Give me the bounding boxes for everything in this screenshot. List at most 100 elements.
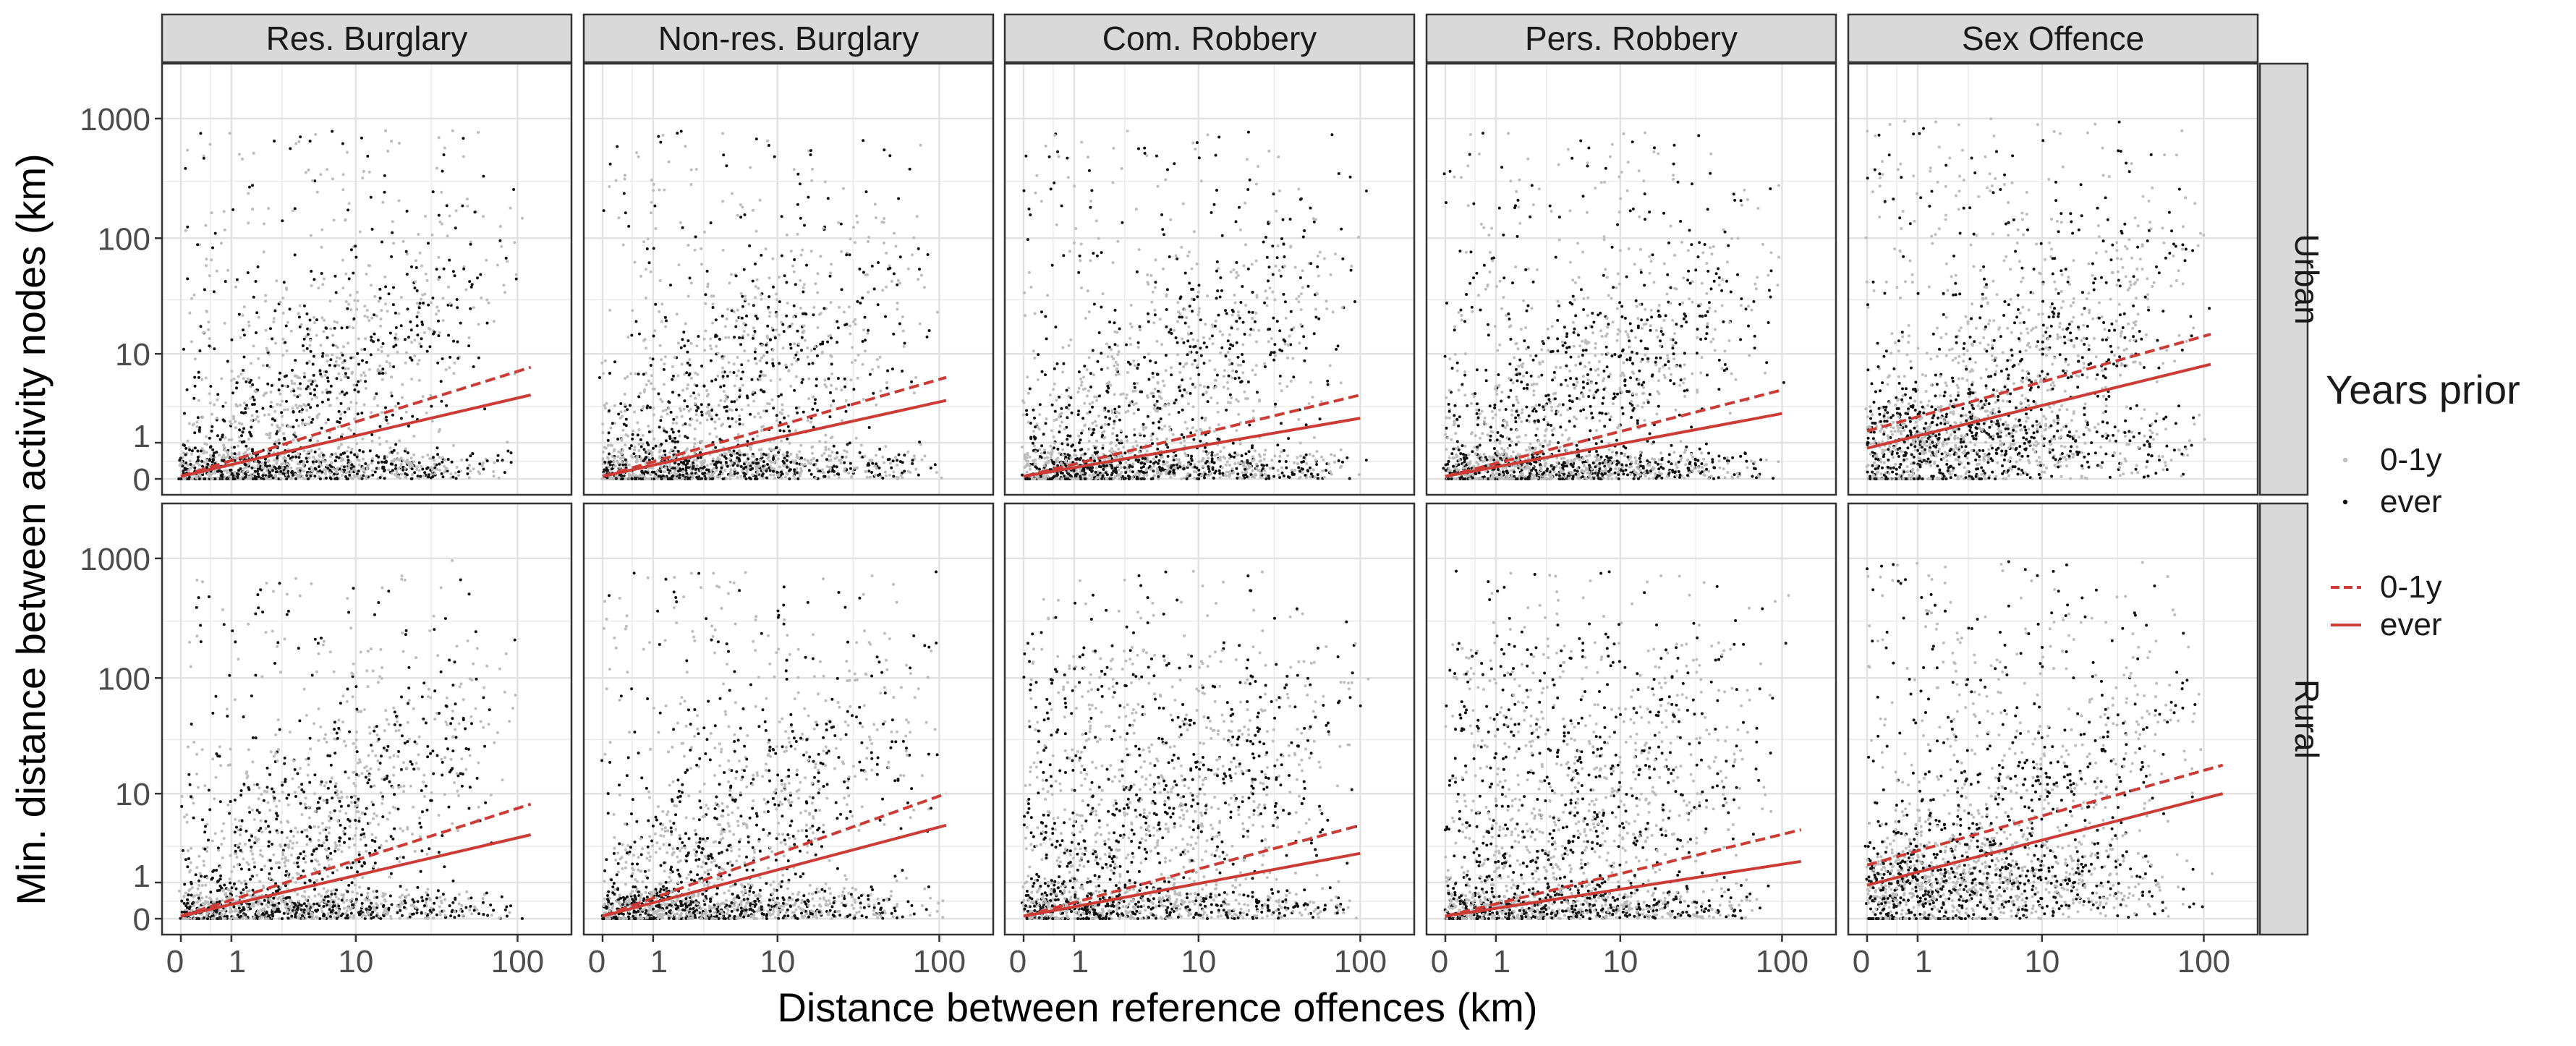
point-0-1y	[671, 421, 675, 425]
point-ever	[394, 464, 398, 467]
point-0-1y	[798, 450, 802, 454]
point-0-1y	[604, 446, 608, 450]
point-0-1y	[264, 299, 268, 303]
point-0-1y	[188, 311, 192, 315]
point-0-1y	[823, 378, 827, 382]
point-0-1y	[768, 402, 771, 406]
point-ever	[1133, 382, 1136, 386]
point-ever	[1309, 206, 1312, 210]
point-ever	[917, 247, 920, 250]
point-0-1y	[705, 412, 708, 415]
point-0-1y	[350, 372, 354, 375]
point-0-1y	[380, 345, 383, 349]
point-0-1y	[285, 473, 288, 477]
point-ever	[616, 145, 619, 148]
point-0-1y	[620, 461, 624, 464]
point-ever	[1189, 431, 1193, 435]
point-0-1y	[286, 320, 289, 324]
point-ever	[754, 477, 757, 480]
point-ever	[1068, 434, 1072, 438]
point-ever	[390, 394, 394, 398]
point-ever	[229, 468, 232, 472]
point-0-1y	[257, 315, 260, 319]
point-0-1y	[720, 370, 724, 374]
point-ever	[210, 429, 213, 433]
point-0-1y	[875, 358, 879, 361]
point-0-1y	[262, 250, 265, 254]
point-0-1y	[1036, 378, 1040, 381]
point-0-1y	[776, 457, 780, 461]
point-0-1y	[265, 349, 269, 352]
point-0-1y	[883, 461, 886, 464]
point-0-1y	[1160, 455, 1164, 459]
point-0-1y	[914, 375, 918, 379]
point-ever	[347, 376, 350, 380]
point-0-1y	[239, 404, 242, 407]
point-ever	[346, 455, 349, 459]
point-0-1y	[336, 425, 340, 429]
point-0-1y	[1178, 462, 1182, 464]
point-ever	[1280, 422, 1283, 425]
point-ever	[821, 342, 825, 346]
point-0-1y	[723, 325, 727, 328]
point-0-1y	[433, 459, 436, 462]
point-ever	[469, 285, 473, 289]
point-ever	[232, 477, 236, 480]
point-ever	[421, 323, 425, 326]
point-0-1y	[401, 396, 404, 399]
point-ever	[802, 312, 804, 315]
point-ever	[1303, 229, 1306, 232]
point-0-1y	[735, 319, 739, 323]
point-ever	[390, 450, 394, 454]
point-0-1y	[601, 431, 605, 434]
point-ever	[432, 456, 435, 459]
point-ever	[796, 203, 799, 206]
point-ever	[313, 450, 317, 454]
point-ever	[686, 404, 689, 408]
point-ever	[654, 302, 658, 306]
point-0-1y	[767, 453, 770, 456]
point-0-1y	[420, 297, 423, 301]
point-ever	[1183, 388, 1186, 391]
point-0-1y	[242, 377, 245, 380]
point-0-1y	[358, 230, 362, 234]
point-0-1y	[334, 360, 338, 363]
point-ever	[714, 446, 718, 449]
point-ever	[1227, 374, 1230, 378]
point-0-1y	[404, 475, 407, 479]
point-0-1y	[309, 234, 313, 237]
point-ever	[762, 452, 765, 456]
point-0-1y	[481, 462, 485, 465]
point-ever	[1205, 345, 1209, 349]
point-0-1y	[422, 475, 425, 478]
point-ever	[409, 320, 412, 323]
point-ever	[608, 372, 611, 375]
point-ever	[292, 389, 296, 393]
point-ever	[672, 417, 676, 421]
point-0-1y	[384, 129, 388, 132]
point-ever	[710, 379, 714, 383]
point-ever	[871, 462, 875, 465]
point-0-1y	[366, 315, 370, 319]
point-0-1y	[367, 170, 371, 174]
point-ever	[212, 290, 216, 294]
point-ever	[311, 417, 315, 421]
point-0-1y	[875, 403, 878, 407]
point-ever	[357, 390, 360, 394]
point-0-1y	[238, 422, 241, 425]
point-ever	[613, 360, 616, 364]
point-ever	[300, 408, 304, 412]
point-0-1y	[797, 406, 801, 409]
point-0-1y	[658, 445, 661, 448]
point-ever	[1081, 417, 1085, 420]
point-0-1y	[1301, 269, 1304, 273]
point-ever	[390, 255, 394, 258]
point-ever	[448, 258, 451, 262]
point-ever	[1100, 426, 1103, 430]
point-0-1y	[1314, 459, 1317, 462]
point-ever	[634, 320, 638, 323]
panel-urban-2	[582, 62, 995, 496]
point-ever	[815, 384, 818, 388]
point-0-1y	[307, 472, 310, 476]
point-ever	[782, 330, 786, 333]
